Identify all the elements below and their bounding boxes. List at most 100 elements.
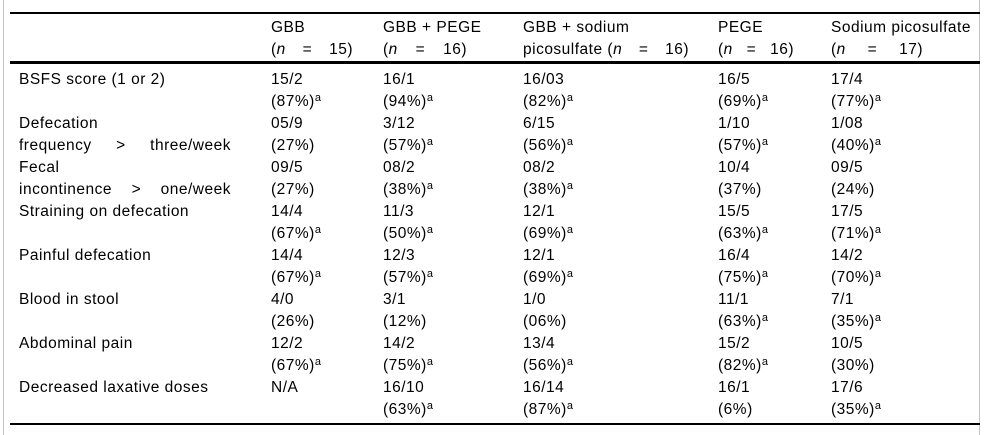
count-value: 17/6 [831,379,864,396]
percent-line: (63%)a [718,311,831,333]
percent-line: (69%)a [523,223,718,245]
significance-marker: a [566,92,573,104]
percent-value: (69%) [523,269,567,286]
count-value: 16/4 [718,247,751,264]
percent-value: (57%) [383,137,427,154]
n-equals: = [746,41,757,58]
column-title: GBB [271,19,306,36]
row-label-line1: Blood in stool [19,291,120,308]
percent-value: (63%) [718,313,762,330]
count-value: 1/10 [718,115,751,132]
row-label-part: frequency [19,137,92,154]
row-label: Fecal incontinence > one/week [10,157,271,201]
n-open-text: picosulfate ( [523,41,614,58]
row-label: Defecation frequency > three/week [10,113,271,157]
value-cell: 1/0 (06%) [523,289,718,333]
significance-marker: a [426,136,433,148]
count-value: 6/15 [523,115,556,132]
count-value: 11/1 [718,291,750,308]
value-cell: 16/14 (87%)a [523,377,718,424]
percent-value: (38%) [383,181,427,198]
n-equals: = [867,41,878,58]
percent-line: (69%)a [718,91,831,113]
n-open-group: (n [271,39,286,61]
header-cell-row-label [10,13,271,63]
value-cell: 15/2 (87%)a [271,63,383,114]
count-value: 16/10 [383,379,425,396]
significance-marker: a [314,268,321,280]
table-row: Decreased laxative doses N/A 16/10 (63%)a 16… [10,377,980,424]
significance-marker: a [761,136,768,148]
percent-value: (37%) [718,181,762,198]
n-variable: n [388,41,398,58]
header-cell-gbb-pege: GBB + PEGE (n = 16) [383,13,523,63]
value-cell: N/A [271,377,383,424]
header-cell-gbb: GBB (n = 15) [271,13,383,63]
percent-line: (38%)a [383,179,523,201]
header-row: GBB (n = 15) GBB + PEGE (n = 16) GBB + sodium pic… [10,13,980,63]
row-label-part: one/week [160,181,231,198]
n-value: 16) [665,41,689,58]
significance-marker: a [761,224,768,236]
row-label: Straining on defecation [10,201,271,245]
percent-value: (56%) [523,357,567,374]
value-cell: 16/4 (75%)a [718,245,831,289]
significance-marker: a [566,356,573,368]
significance-marker: a [566,224,573,236]
percent-value: (63%) [718,225,762,242]
percent-value: (30%) [831,357,875,374]
count-value: 15/5 [718,203,751,220]
n-open-text: ( [271,41,277,58]
percent-line: (67%)a [271,223,383,245]
table-row: Defecation frequency > three/week 05/9 (27%) 3… [10,113,980,157]
n-open-group: picosulfate (n [523,39,622,61]
value-cell: 05/9 (27%) [271,113,383,157]
table-row: BSFS score (1 or 2) 15/2 (87%)a 16/1 (94%)a 1… [10,63,980,114]
n-value: 15) [329,41,353,58]
percent-value: (82%) [718,357,762,374]
percent-value: (63%) [383,401,427,418]
row-label-part: > [131,181,142,198]
percent-line: (67%)a [271,355,383,377]
count-value: 14/4 [271,247,304,264]
n-variable: n [723,41,733,58]
percent-value: (87%) [523,401,567,418]
count-value: 7/1 [831,291,855,308]
significance-marker: a [761,92,768,104]
header-cell-gbb-sodium-picosulfate: GBB + sodium picosulfate (n = 16) [523,13,718,63]
sample-size: (n = 17) [831,39,923,61]
table-row: Blood in stool 4/0 (26%) 3/1 (12%) 1/0 (06%) 11… [10,289,980,333]
percent-line: (30%) [831,355,980,377]
value-cell: 7/1 (35%)a [831,289,980,333]
percent-line: (57%)a [383,135,523,157]
percent-line: (27%) [271,135,383,157]
significance-marker: a [761,268,768,280]
percent-line: (82%)a [718,355,831,377]
percent-value: (87%) [271,93,315,110]
count-value: 16/1 [383,71,416,88]
percent-line: (69%)a [523,267,718,289]
n-open-group: (n [831,39,846,61]
count-value: 14/2 [831,247,864,264]
value-cell: 3/1 (12%) [383,289,523,333]
significance-marker: a [426,356,433,368]
count-value: 16/5 [718,71,751,88]
percent-value: (26%) [271,313,315,330]
value-cell: 09/5 (24%) [831,157,980,201]
row-label: Painful defecation [10,245,271,289]
n-open-group: (n [718,39,733,61]
value-cell: 6/15 (56%)a [523,113,718,157]
percent-value: (06%) [523,313,567,330]
significance-marker: a [566,400,573,412]
percent-line: (70%)a [831,267,980,289]
count-value: 11/3 [383,203,415,220]
value-cell: 13/4 (56%)a [523,333,718,377]
n-open-text: ( [383,41,389,58]
n-value: 16) [770,41,794,58]
significance-marker: a [874,92,881,104]
count-value: 15/2 [718,335,751,352]
percent-value: (56%) [523,137,567,154]
percent-line: (26%) [271,311,383,333]
count-value: 15/2 [271,71,304,88]
